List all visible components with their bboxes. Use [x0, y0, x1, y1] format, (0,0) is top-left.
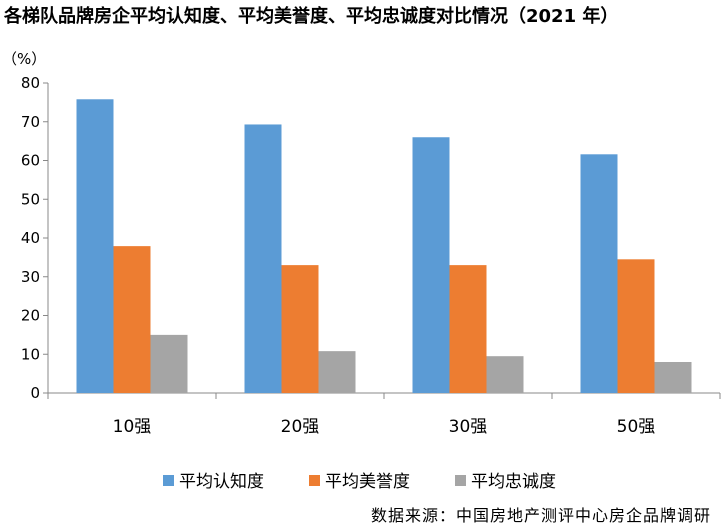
legend-swatch: [309, 475, 320, 486]
bar-平均忠诚度-20强: [318, 351, 356, 393]
bar-平均忠诚度-50强: [654, 362, 692, 393]
y-tick-label: 80: [21, 74, 40, 92]
chart-title: 各梯队品牌房企平均认知度、平均美誉度、平均忠诚度对比情况（2021 年）: [4, 6, 619, 27]
bars: [76, 99, 692, 394]
bar-平均美誉度-30强: [449, 265, 487, 393]
y-tick-label: 40: [21, 229, 40, 247]
bar-平均美誉度-50强: [617, 259, 655, 393]
y-tick-label: 50: [21, 190, 40, 208]
bar-平均美誉度-20强: [281, 265, 319, 393]
y-tick-label: 0: [30, 384, 40, 402]
category-label: 30强: [449, 417, 488, 437]
bar-平均认知度-10强: [76, 99, 114, 394]
bar-平均忠诚度-10强: [150, 334, 188, 393]
legend-swatch: [455, 475, 466, 486]
source-note: 数据来源：中国房地产测评中心房企品牌调研: [370, 506, 711, 525]
y-tick-label: 60: [21, 152, 40, 170]
y-tick-label: 20: [21, 307, 40, 325]
y-tick-label: 10: [21, 345, 40, 363]
legend-swatch: [163, 475, 174, 486]
y-axis-ticks: 0 10 20 30 40 50 60 70 80: [21, 74, 48, 402]
x-axis-category-labels: 10强 20强 30强 50强: [113, 417, 656, 437]
legend-label: 平均忠诚度: [471, 472, 556, 492]
category-label: 50强: [617, 417, 656, 437]
y-tick-label: 70: [21, 113, 40, 131]
bar-平均认知度-50强: [580, 154, 618, 393]
bar-平均认知度-30强: [412, 137, 450, 393]
y-axis-unit-label: （%）: [2, 50, 46, 68]
legend-label: 平均美誉度: [325, 472, 410, 492]
y-tick-label: 30: [21, 268, 40, 286]
category-label: 10强: [113, 417, 152, 437]
legend: 平均认知度 平均美誉度 平均忠诚度: [163, 472, 556, 492]
bar-平均忠诚度-30强: [486, 356, 524, 393]
category-label: 20强: [281, 417, 320, 437]
legend-label: 平均认知度: [179, 472, 264, 492]
bar-平均认知度-20强: [244, 124, 282, 394]
bar-平均美誉度-10强: [113, 246, 151, 393]
